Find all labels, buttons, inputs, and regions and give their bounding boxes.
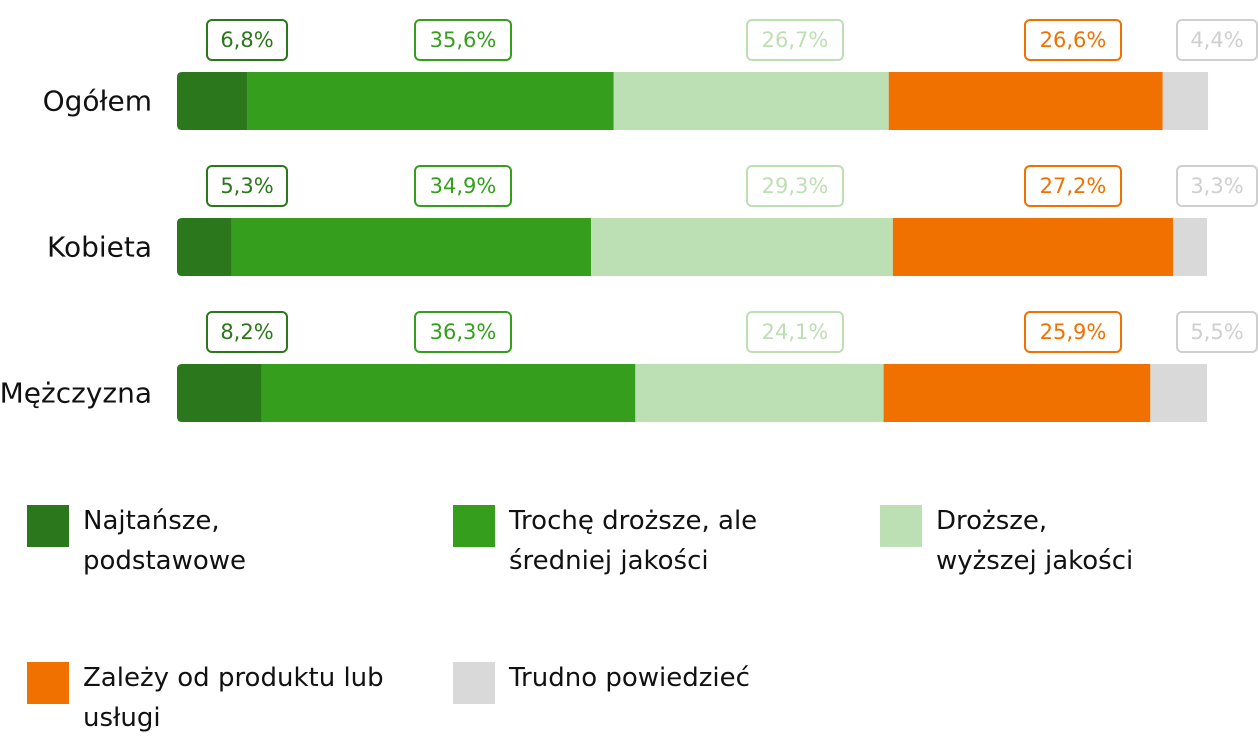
legend-label: Zależy od produktu lub usługi	[83, 663, 384, 733]
legend-label: Trochę droższe, ale średniej jakości	[509, 506, 758, 576]
value-label-box	[206, 311, 288, 353]
bar-segment	[591, 218, 893, 276]
legend-label: Droższe, wyższej jakości	[936, 506, 1134, 576]
bar-segment	[177, 364, 262, 422]
legend-item: Najtańsze, podstawowe	[27, 505, 283, 581]
value-label: 5,5%	[1190, 320, 1243, 344]
bar-segment	[261, 364, 636, 422]
value-label: 35,6%	[430, 28, 497, 52]
value-label-box	[1176, 165, 1258, 207]
value-label: 36,3%	[430, 320, 497, 344]
category-label: Kobieta	[47, 231, 152, 264]
legend-swatch	[880, 505, 922, 547]
bar-segment	[1150, 364, 1207, 422]
value-label: 4,4%	[1190, 28, 1243, 52]
value-label-box	[206, 165, 288, 207]
value-label: 26,7%	[762, 28, 829, 52]
value-label-box	[414, 165, 512, 207]
legend-swatch	[453, 662, 495, 704]
bar-segment	[247, 72, 614, 130]
value-label: 34,9%	[430, 174, 497, 198]
bar-segment	[888, 72, 1163, 130]
value-label: 27,2%	[1040, 174, 1107, 198]
legend-item: Zależy od produktu lub usługi	[27, 662, 393, 738]
bar-segment	[892, 218, 1174, 276]
value-label: 5,3%	[220, 174, 273, 198]
value-label: 3,3%	[1190, 174, 1243, 198]
value-label: 24,1%	[762, 320, 829, 344]
value-label-box	[1024, 19, 1122, 61]
legend-item: Trudno powiedzieć	[453, 662, 829, 704]
bar-segment	[883, 364, 1151, 422]
value-label: 29,3%	[762, 174, 829, 198]
legend-label: Najtańsze, podstawowe	[83, 506, 247, 576]
bar-segment	[1173, 218, 1207, 276]
bar-segment	[635, 364, 884, 422]
legend-item: Trochę droższe, ale średniej jakości	[453, 505, 809, 581]
value-label-box	[746, 165, 844, 207]
value-label: 25,9%	[1040, 320, 1107, 344]
legend-swatch	[453, 505, 495, 547]
category-label: Mężczyzna	[0, 377, 152, 410]
value-label: 26,6%	[1040, 28, 1107, 52]
value-label-box	[414, 19, 512, 61]
legend-swatch	[27, 505, 69, 547]
category-label: Ogółem	[43, 85, 152, 118]
bar-segment	[177, 72, 248, 130]
value-label-box	[1176, 19, 1258, 61]
value-label-box	[746, 311, 844, 353]
value-label-box	[1176, 311, 1258, 353]
legend-label: Trudno powiedzieć	[509, 663, 750, 693]
value-label: 6,8%	[220, 28, 273, 52]
value-label-box	[1024, 311, 1122, 353]
bar-segment	[177, 218, 232, 276]
value-label-box	[414, 311, 512, 353]
legend-swatch	[27, 662, 69, 704]
bar-segment	[231, 218, 592, 276]
value-label: 8,2%	[220, 320, 273, 344]
bar-segment	[613, 72, 889, 130]
value-label-box	[206, 19, 288, 61]
bar-segment	[1162, 72, 1209, 130]
chart: Ogółem 6,8% 35,6% 26,7% 26,6% 4,4% Kobieta 5,3%…	[0, 19, 1258, 422]
value-label-box	[1024, 165, 1122, 207]
legend-item: Droższe, wyższej jakości	[880, 505, 1151, 581]
value-label-box	[746, 19, 844, 61]
